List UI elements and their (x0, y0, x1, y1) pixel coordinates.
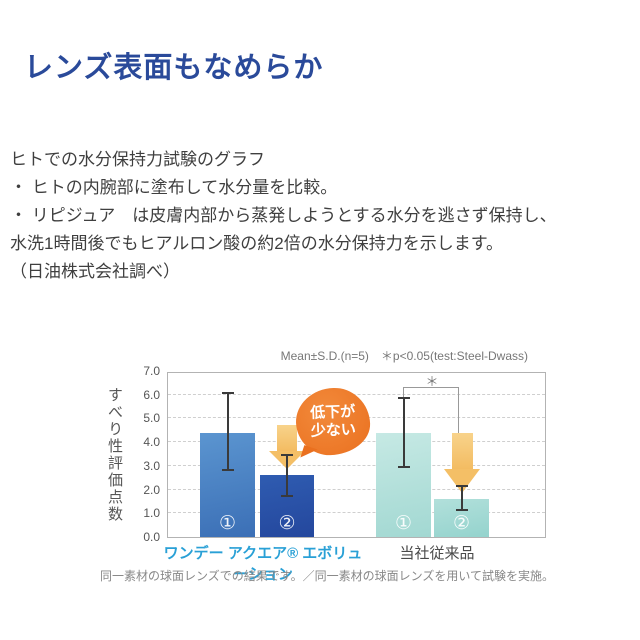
intro-line: 水洗1時間後でもヒアルロン酸の約2倍の水分保持力を示します。 (10, 234, 504, 253)
intro-line: ヒトでの水分保持力試験のグラフ (10, 150, 265, 169)
significance-bracket (403, 387, 459, 388)
y-tick-label: 7.0 (143, 364, 160, 378)
y-axis-title: すべり性評価点数 (106, 387, 123, 523)
chart-footnote: 同一素材の球面レンズでの結果です。／同一素材の球面レンズを用いて試験を実施。 (100, 569, 554, 583)
plot-area: ＊ 低下が 少ない ① ② ① ② (167, 372, 546, 538)
gridline (168, 488, 545, 490)
error-bar (455, 484, 468, 511)
chart-annotation: Mean±S.D.(n=5) ＊p<0.05(test:Steel-Dwass) (280, 349, 528, 363)
bar-number-badge: ② (278, 513, 296, 534)
intro-line: （日油株式会社調べ） (10, 262, 180, 281)
y-tick-label: 0.0 (143, 530, 160, 544)
y-axis-ticks: 7.0 6.0 5.0 4.0 3.0 2.0 1.0 0.0 (128, 364, 162, 544)
decline-arrow-icon (269, 425, 305, 469)
y-tick-label: 3.0 (143, 458, 160, 473)
moisture-retention-chart: Mean±S.D.(n=5) ＊p<0.05(test:Steel-Dwass)… (0, 345, 640, 640)
gridline (168, 512, 545, 514)
y-tick-label: 4.0 (143, 435, 160, 450)
y-tick-label: 1.0 (143, 506, 160, 521)
decline-arrow-icon (444, 433, 480, 493)
intro-line: ・ リピジュア は皮膚内部から蒸発しようとする水分を逃さず保持し、 (10, 206, 557, 225)
error-bar (281, 454, 293, 497)
gridline (168, 464, 545, 466)
bar-number-badge: ① (218, 513, 237, 534)
y-tick-label: 5.0 (143, 411, 160, 426)
intro-text: ヒトでの水分保持力試験のグラフ ・ ヒトの内腕部に塗布して水分量を比較。 ・ リ… (10, 146, 632, 286)
bar-number-badge: ② (452, 513, 471, 534)
callout-text: 低下が (309, 402, 356, 422)
intro-line: ・ ヒトの内腕部に塗布して水分量を比較。 (10, 178, 338, 197)
bar-number-badge: ① (394, 513, 413, 534)
error-bar (397, 397, 410, 469)
error-bar (221, 392, 234, 471)
significance-bracket-leg-left (403, 387, 404, 399)
y-tick-label: 6.0 (143, 387, 160, 402)
group-label-product: ワンデー アクエア® エボリューション (163, 545, 363, 583)
page-title: レンズ表面もなめらか (24, 52, 324, 84)
significance-marker: ＊ (425, 374, 439, 389)
group-label-conventional: 当社従来品 (399, 545, 475, 562)
gridline (168, 393, 545, 395)
y-tick-label: 2.0 (143, 482, 160, 497)
callout-text: 少ない (310, 420, 357, 440)
